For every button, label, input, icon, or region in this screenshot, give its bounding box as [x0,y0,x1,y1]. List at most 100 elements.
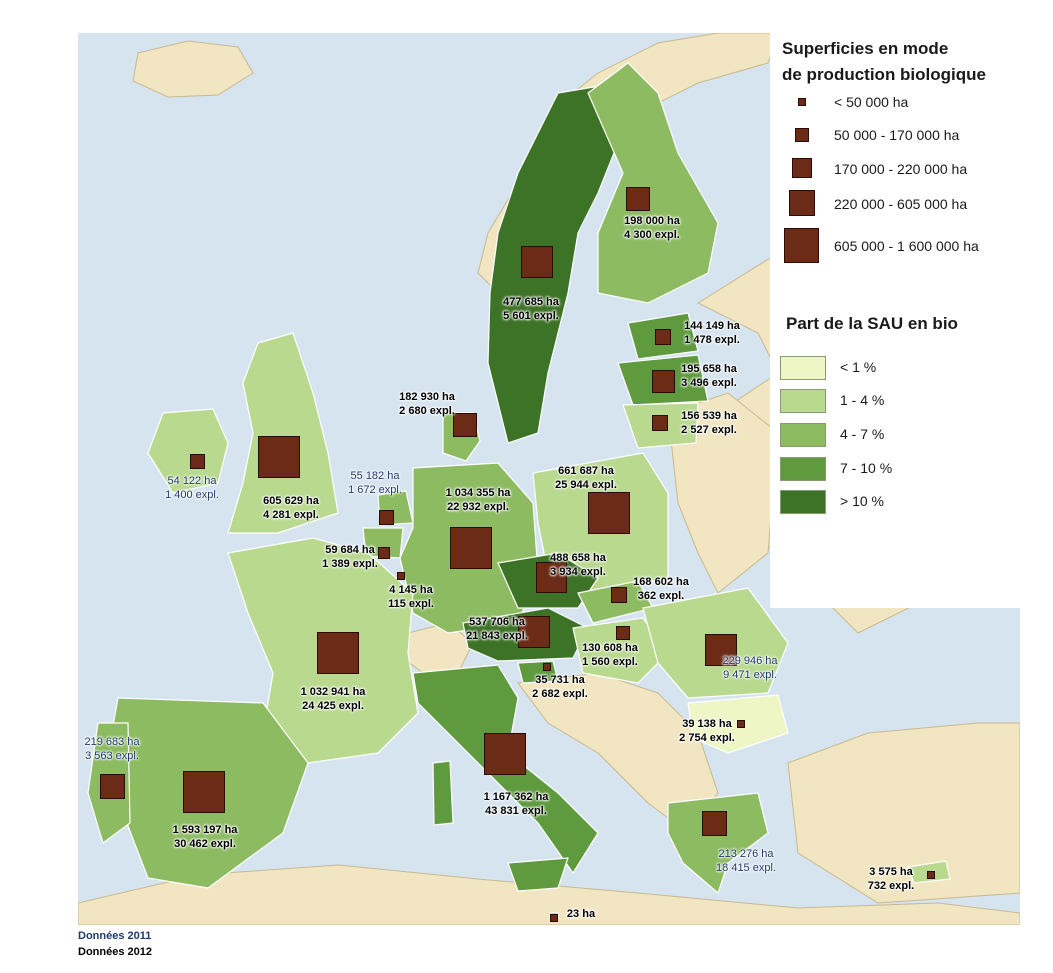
austria-farms: 21 843 expl. [466,630,528,642]
luxembourg-farms: 115 expl. [388,598,434,610]
cyprus-label: 3 575 ha 732 expl. [868,865,914,893]
finland-area: 198 000 ha [624,215,680,227]
size-class-5-square [784,228,819,263]
size-legend-title-1: Superficies en mode [782,39,949,58]
france-label: 1 032 941 ha 24 425 expl. [301,685,366,713]
belgium-label: 59 684 ha 1 389 expl. [322,543,378,571]
germany-label: 1 034 355 ha 22 932 expl. [446,486,511,514]
sweden-area-square [521,246,553,278]
sweden-farms: 5 601 expl. [503,310,559,322]
poland-area: 661 687 ha [558,465,614,477]
hungary-area-square [616,626,630,640]
portugal-label: 219 683 ha 3 563 expl. [84,735,139,763]
ireland-shape [147,408,229,494]
portugal-area-square [100,774,125,799]
bulgaria-area: 39 138 ha [682,718,732,730]
sweden-area: 477 685 ha [503,296,559,308]
poland-label: 661 687 ha 25 944 expl. [555,464,617,492]
estonia-label: 144 149 ha 1 478 expl. [684,319,740,347]
size-legend-title-2: de production biologique [782,65,986,84]
size-class-5-label: 605 000 - 1 600 000 ha [834,238,979,254]
netherlands-area: 55 182 ha [350,470,400,482]
slovakia-area: 168 602 ha [633,576,689,588]
hungary-area: 130 608 ha [582,642,638,654]
share-class-2-label: 1 - 4 % [840,392,885,408]
finland-label: 198 000 ha 4 300 expl. [624,214,680,242]
size-class-2: 50 000 - 170 000 ha [782,127,1032,161]
luxembourg-area: 4 145 ha [389,584,433,596]
romania-farms: 9 471 expl. [723,669,777,681]
size-class-3-label: 170 000 - 220 000 ha [834,161,968,177]
lithuania-area: 156 539 ha [681,410,737,422]
cyprus-area: 3 575 ha [869,866,913,878]
spain-area-square [183,771,225,813]
share-class-1-label: < 1 % [840,359,877,375]
romania-area: 229 946 ha [722,655,778,667]
finland-area-square [626,187,650,211]
czech-farms: 3 934 expl. [550,566,606,578]
sardinia-shape [432,760,454,826]
belgium-area: 59 684 ha [325,544,375,556]
greece-area: 213 276 ha [718,848,774,860]
italy-label: 1 167 362 ha 43 831 expl. [484,790,549,818]
latvia-label: 195 658 ha 3 496 expl. [681,362,737,390]
latvia-farms: 3 496 expl. [681,377,737,389]
legend-panel: Superficies en mode de production biolog… [770,33,1030,608]
malta-label: 23 ha [567,907,595,921]
ireland-farms: 1 400 expl. [165,489,219,501]
size-class-4-label: 220 000 - 605 000 ha [834,196,968,212]
denmark-label: 182 930 ha 2 680 expl. [399,390,455,418]
romania-area-square [705,634,737,666]
france-area: 1 032 941 ha [300,686,366,698]
france-farms: 24 425 expl. [302,700,364,712]
size-class-1-label: < 50 000 ha [834,94,909,110]
hungary-farms: 1 560 expl. [582,656,638,668]
share-class-2: 1 - 4 % [780,389,1030,419]
france-area-square [317,632,359,674]
north-africa-shape [78,864,1020,925]
cyprus-area-square [927,871,935,879]
cyprus-farms: 732 expl. [867,880,915,892]
belgium-area-square [378,547,390,559]
united-kingdom-shape [227,332,339,534]
share-class-1-swatch [780,356,826,380]
size-class-3-square [792,158,812,178]
latvia-area-square [652,370,675,393]
size-class-2-square [795,128,809,142]
ireland-label: 54 122 ha 1 400 expl. [165,474,219,502]
italy-area: 1 167 362 ha [483,791,549,803]
share-class-3-label: 4 - 7 % [840,426,885,442]
share-class-3-swatch [780,423,826,447]
austria-area-square [518,616,550,648]
poland-farms: 25 944 expl. [555,479,617,491]
slovakia-label: 168 602 ha 362 expl. [633,575,689,603]
italy-area-square [484,733,526,775]
slovenia-farms: 2 682 expl. [532,688,588,700]
sicily-shape [507,857,569,892]
netherlands-farms: 1 672 expl. [348,484,402,496]
greece-label: 213 276 ha 18 415 expl. [716,847,776,875]
size-class-5: 605 000 - 1 600 000 ha [782,228,1032,263]
ireland-area: 54 122 ha [167,475,217,487]
netherlands-area-square [379,510,394,525]
share-class-1: < 1 % [780,356,1030,386]
estonia-area: 144 149 ha [684,320,740,332]
malta-area-square [550,914,558,922]
belgium-farms: 1 389 expl. [322,558,378,570]
share-class-2-swatch [780,389,826,413]
greece-shape [667,792,769,895]
bulgaria-farms: 2 754 expl. [679,732,735,744]
germany-area-square [450,527,492,569]
austria-label: 537 706 ha 21 843 expl. [466,615,528,643]
slovakia-area-square [611,587,627,603]
share-class-4-swatch [780,457,826,481]
germany-area: 1 034 355 ha [445,487,511,499]
czech-label: 488 658 ha 3 934 expl. [550,551,606,579]
slovenia-area: 35 731 ha [535,674,585,686]
size-class-4-square [789,190,815,216]
malta-area: 23 ha [566,908,596,920]
luxembourg-area-square [397,572,405,580]
czech-area: 488 658 ha [550,552,606,564]
share-legend-title: Part de la SAU en bio [786,314,958,333]
finland-shape [587,62,719,304]
